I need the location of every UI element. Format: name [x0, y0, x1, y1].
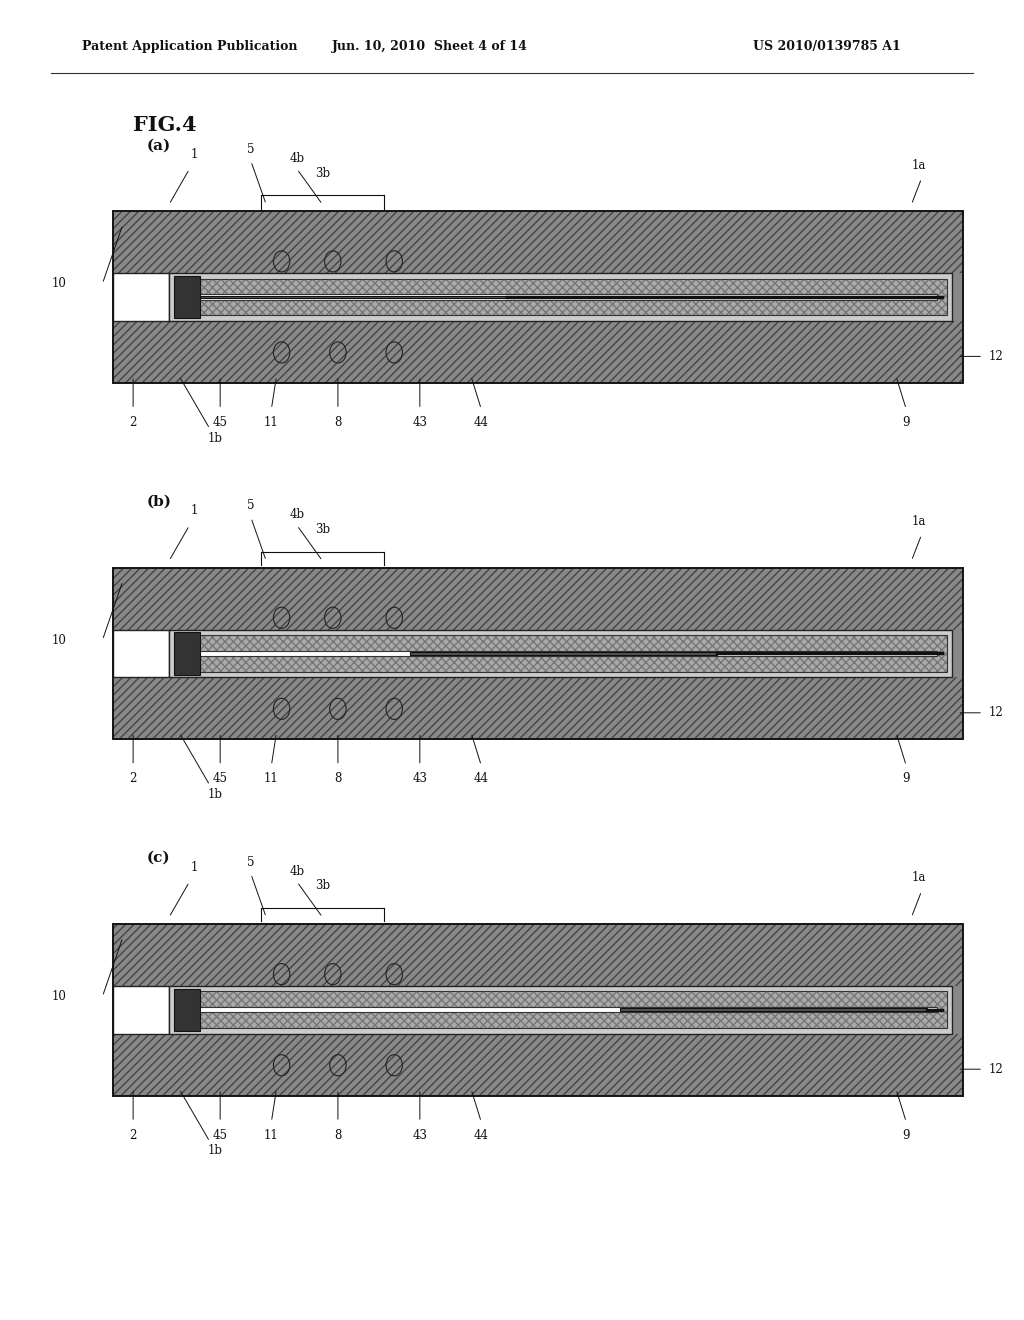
- Bar: [169, 986, 952, 1034]
- Text: 10: 10: [51, 990, 67, 1003]
- Text: 9: 9: [902, 772, 910, 785]
- Text: 5: 5: [247, 855, 255, 869]
- Text: 8: 8: [334, 1129, 342, 1142]
- Text: 11: 11: [264, 1129, 279, 1142]
- Text: 9: 9: [902, 1129, 910, 1142]
- Text: 1: 1: [190, 148, 199, 161]
- Bar: [113, 568, 963, 630]
- Text: 1b: 1b: [208, 788, 222, 801]
- Text: 1a: 1a: [911, 871, 926, 884]
- Text: 2: 2: [129, 416, 137, 429]
- Text: 10: 10: [51, 277, 67, 290]
- Bar: [174, 276, 200, 318]
- Text: 4b: 4b: [290, 865, 304, 878]
- Text: 2: 2: [129, 772, 137, 785]
- Bar: [179, 635, 947, 672]
- Text: 9: 9: [902, 416, 910, 429]
- Text: 11: 11: [264, 416, 279, 429]
- Text: 3b: 3b: [315, 879, 330, 892]
- Text: 1a: 1a: [911, 158, 926, 172]
- Text: 5: 5: [247, 499, 255, 512]
- Text: 1b: 1b: [208, 432, 222, 445]
- Text: 45: 45: [213, 772, 227, 785]
- Bar: [113, 1034, 963, 1096]
- Bar: [179, 279, 947, 315]
- Bar: [169, 630, 952, 677]
- Bar: [179, 991, 947, 1028]
- Text: (c): (c): [146, 851, 171, 865]
- Text: 4b: 4b: [290, 152, 304, 165]
- Text: 43: 43: [413, 416, 427, 429]
- Text: 12: 12: [988, 1063, 1002, 1076]
- Text: 11: 11: [264, 772, 279, 785]
- Text: 1a: 1a: [911, 515, 926, 528]
- Text: 12: 12: [988, 350, 1002, 363]
- Text: (b): (b): [146, 495, 171, 508]
- Bar: [113, 211, 963, 383]
- Bar: [174, 989, 200, 1031]
- Text: 8: 8: [334, 416, 342, 429]
- Bar: [113, 568, 963, 739]
- Text: 3b: 3b: [315, 166, 330, 180]
- Text: 44: 44: [474, 1129, 488, 1142]
- Bar: [113, 273, 169, 321]
- Text: 43: 43: [413, 1129, 427, 1142]
- Text: 1: 1: [190, 861, 199, 874]
- Bar: [113, 211, 963, 273]
- Bar: [113, 986, 169, 1034]
- Text: 45: 45: [213, 1129, 227, 1142]
- Text: 43: 43: [413, 772, 427, 785]
- Bar: [113, 321, 963, 383]
- Bar: [169, 273, 952, 321]
- Bar: [113, 630, 169, 677]
- Bar: [189, 1007, 937, 1012]
- Text: FIG.4: FIG.4: [133, 115, 197, 136]
- Bar: [113, 924, 963, 1096]
- Text: 1b: 1b: [208, 1144, 222, 1158]
- Text: 3b: 3b: [315, 523, 330, 536]
- Text: 45: 45: [213, 416, 227, 429]
- Bar: [189, 294, 937, 300]
- Bar: [620, 1008, 927, 1011]
- Text: US 2010/0139785 A1: US 2010/0139785 A1: [754, 40, 901, 53]
- Text: 44: 44: [474, 416, 488, 429]
- Bar: [179, 991, 947, 1028]
- Text: Jun. 10, 2010  Sheet 4 of 14: Jun. 10, 2010 Sheet 4 of 14: [332, 40, 528, 53]
- Text: 44: 44: [474, 772, 488, 785]
- Bar: [179, 279, 947, 315]
- Text: (a): (a): [146, 139, 171, 152]
- Bar: [174, 632, 200, 675]
- Text: 4b: 4b: [290, 508, 304, 521]
- Bar: [113, 677, 963, 739]
- Bar: [113, 568, 963, 739]
- Bar: [113, 211, 963, 383]
- Text: 8: 8: [334, 772, 342, 785]
- Bar: [200, 296, 507, 298]
- Text: 2: 2: [129, 1129, 137, 1142]
- Text: 10: 10: [51, 634, 67, 647]
- Bar: [113, 924, 963, 986]
- Bar: [410, 652, 717, 655]
- Bar: [189, 651, 937, 656]
- Text: Patent Application Publication: Patent Application Publication: [82, 40, 297, 53]
- Bar: [179, 635, 947, 672]
- Text: 1: 1: [190, 504, 199, 517]
- Bar: [113, 924, 963, 1096]
- Text: 12: 12: [988, 706, 1002, 719]
- Text: 5: 5: [247, 143, 255, 156]
